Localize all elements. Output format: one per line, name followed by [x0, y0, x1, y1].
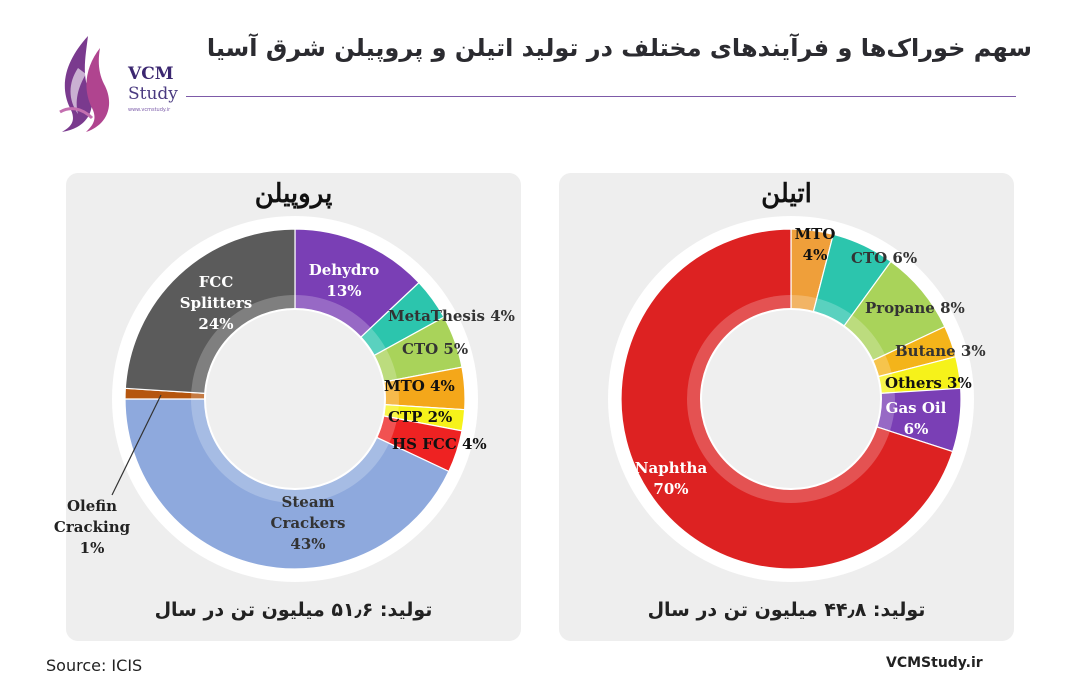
logo-text-vcm: VCM [128, 64, 174, 84]
propylene-panel: پروپیلن Dehydro 13% MetaThesis 4% CTO 5% MTO… [54, 173, 521, 641]
propylene-donut-chart: Dehydro 13% MetaThesis 4% CTO 5% MTO 4% CTP 2… [54, 216, 515, 582]
ethylene-donut-chart: MTO 4% CTO 6% Propane 8% Butane 3% Others 3% G… [608, 216, 986, 582]
ethylene-label-mto: MTO 4% [795, 225, 836, 264]
site-url: VCMStudy.ir [886, 655, 983, 671]
propylene-label-steam-crackers: Steam Crackers 43% [271, 493, 346, 553]
ethylene-label-others: Others 3% [885, 374, 972, 392]
propylene-label-dehydro: Dehydro 13% [309, 261, 380, 300]
logo-url: www.vcmstudy.ir [128, 107, 171, 113]
ethylene-label-propane: Propane 8% [865, 299, 965, 317]
propylene-label-mto: MTO 4% [384, 377, 455, 395]
logo-text-study: Study [128, 84, 178, 104]
propylene-production: تولید: ۵۱٫۶ میلیون تن در سال [154, 599, 433, 621]
ethylene-production: تولید: ۴۴٫۸ میلیون تن در سال [647, 599, 926, 621]
ethylene-chart-title: اتیلن [761, 179, 812, 209]
propylene-label-fcc-splitters: FCC Splitters 24% [180, 273, 252, 333]
ethylene-label-butane: Butane 3% [895, 342, 986, 360]
propylene-label-cto: CTO 5% [402, 340, 468, 358]
ethylene-panel: اتیلن MTO 4% CTO 6% Propane 8% Butane 3% Othe… [559, 173, 1014, 641]
propylene-label-hs-fcc: HS FCC 4% [392, 435, 487, 453]
propylene-donut-hole [204, 308, 386, 490]
ethylene-label-naphtha: Naphtha 70% [635, 459, 708, 498]
page-title: سهم خوراک‌ها و فرآیندهای مختلف در تولید … [206, 34, 1032, 62]
propylene-olefin-leader-line [111, 394, 162, 496]
source-note: Source: ICIS [46, 656, 143, 675]
flame-logo-icon [59, 36, 110, 132]
propylene-chart-title: پروپیلن [254, 179, 333, 209]
propylene-label-olefin-cracking: Olefin Cracking 1% [54, 497, 131, 557]
title-divider [186, 96, 1016, 97]
ethylene-donut-hole [700, 308, 882, 490]
ethylene-label-gas-oil: Gas Oil 6% [886, 399, 947, 438]
propylene-label-metathesis: MetaThesis 4% [388, 307, 515, 325]
ethylene-label-cto: CTO 6% [851, 249, 917, 267]
propylene-label-ctp: CTP 2% [388, 408, 452, 426]
vcm-study-logo: VCM Study www.vcmstudy.ir [48, 28, 198, 138]
